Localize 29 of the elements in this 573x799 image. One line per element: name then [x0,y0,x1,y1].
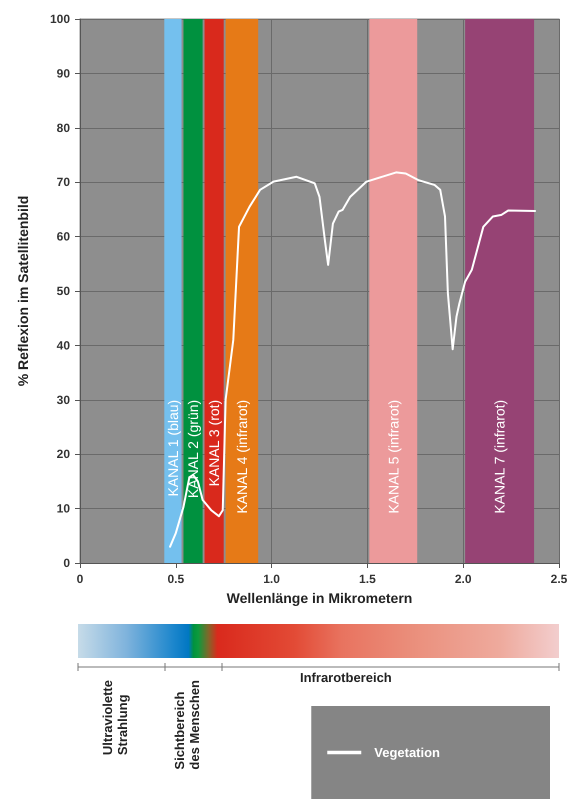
band-label: KANAL 4 (infrarot) [234,400,250,514]
x-tick-label: 0.5 [167,572,184,586]
text: Ultraviolette Strahlung [100,680,130,756]
text: Infrarotbereich [300,670,392,685]
band-label: KANAL 1 (blau) [164,400,181,497]
x-tick-label: 1.0 [263,572,280,586]
y-tick-label: 0 [63,556,70,570]
y-tick-label: 100 [50,12,70,26]
legend-label: Vegetation [374,745,440,760]
y-tick-label: 70 [56,175,70,190]
line-series [169,171,536,548]
y-tick-label: 90 [56,66,70,80]
y-tick-label: 10 [56,502,70,516]
band-label: KANAL 5 (infrarot) [385,400,402,514]
band-label: KANAL 3 (rot) [206,400,222,486]
x-tick-label: 1.5 [359,572,376,586]
x-tick-label: 2.0 [454,572,472,586]
y-tick-label: 20 [56,447,70,462]
x-axis-title: Wellenlänge in Mikrometern [226,590,412,606]
x-tick-label: 2.5 [550,572,568,586]
x-tick-label: 0 [76,572,84,586]
y-tick-label: 50 [56,284,70,298]
y-tick-label: 30 [56,392,70,407]
y-tick-label: 80 [56,120,70,135]
y-tick-label: 40 [56,338,70,352]
text: Sichtbereich des Menschen [172,680,202,770]
y-tick-label: 60 [56,230,70,244]
band-label: KANAL 7 (infrarot) [492,400,508,514]
y-axis-title: % Reflexion im Satellitenbild [15,196,31,386]
